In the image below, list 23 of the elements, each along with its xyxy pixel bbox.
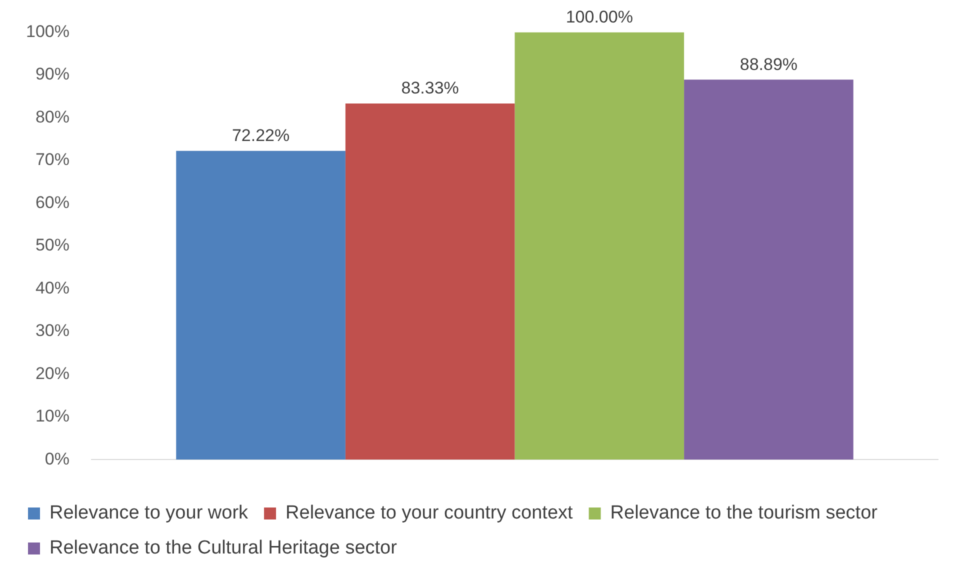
legend-label: Relevance to the Cultural Heritage sector xyxy=(50,538,398,559)
y-tick-label: 50% xyxy=(35,236,70,255)
bar xyxy=(345,103,515,460)
y-tick-label: 30% xyxy=(35,321,70,340)
data-label: 100.00% xyxy=(566,7,633,26)
bar xyxy=(684,80,854,460)
y-tick-label: 90% xyxy=(35,64,70,84)
y-tick-label: 70% xyxy=(35,150,70,170)
bar xyxy=(176,150,346,460)
bar xyxy=(514,32,684,460)
data-label: 88.89% xyxy=(740,54,798,74)
y-tick-label: 80% xyxy=(35,107,70,126)
legend-label: Relevance to your country context xyxy=(286,502,574,524)
y-tick-label: 0% xyxy=(44,449,70,468)
y-tick-label: 100% xyxy=(26,22,70,41)
y-tick-label: 20% xyxy=(35,364,70,383)
data-label: 72.22% xyxy=(232,126,290,146)
y-tick-label: 10% xyxy=(35,406,70,426)
data-label: 83.33% xyxy=(401,78,459,98)
y-tick-label: 60% xyxy=(35,192,70,212)
legend-label: Relevance to your work xyxy=(50,502,249,524)
legend-label: Relevance to the tourism sector xyxy=(610,502,878,524)
y-tick-label: 40% xyxy=(35,278,70,298)
